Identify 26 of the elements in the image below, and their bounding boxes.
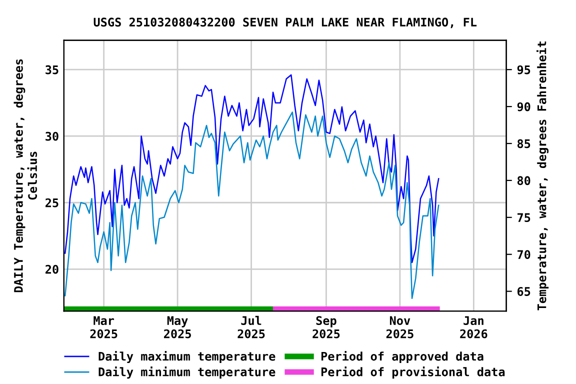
y2-tick-label: 90 <box>517 102 530 112</box>
y2-tick-label: 85 <box>517 139 530 148</box>
y2-tick-label: 70 <box>518 250 530 260</box>
y2-tick-label: 75 <box>518 213 530 222</box>
y-tick-label: 30 <box>46 132 58 141</box>
line-series <box>64 74 440 264</box>
y-tick-label: 35 <box>46 65 58 74</box>
y2-tick-label: 95 <box>517 65 530 74</box>
x-tick-label: Sep 2025 <box>312 316 340 338</box>
y2-axis-title: Temperature, water, degrees Fahrenheit <box>536 42 549 310</box>
legend-label: Period of provisional data <box>321 366 505 379</box>
legend-label: Daily minimum temperature <box>98 366 276 379</box>
line-series <box>64 112 440 300</box>
legend-label: Period of approved data <box>321 350 484 364</box>
y-axis-title: DAILY Temperature, water, degrees Celsius <box>14 59 38 292</box>
y2-tick-label: 65 <box>517 287 530 296</box>
y-tick-label: 20 <box>46 264 58 274</box>
y2-tick-label: 80 <box>517 176 530 186</box>
y-tick-label: 25 <box>46 198 58 208</box>
chart-title: USGS 251032080432200 SEVEN PALM LAKE NEAR FLAMINGO, FL <box>94 18 477 28</box>
x-tick-label: Jul 2025 <box>238 316 265 338</box>
x-tick-label: May 2025 <box>164 316 191 338</box>
legend-label: Daily maximum temperature <box>98 350 276 364</box>
x-tick-label: Jan 2026 <box>460 316 488 338</box>
x-tick-label: Mar 2025 <box>90 316 118 338</box>
x-tick-label: Nov 2025 <box>386 316 414 338</box>
